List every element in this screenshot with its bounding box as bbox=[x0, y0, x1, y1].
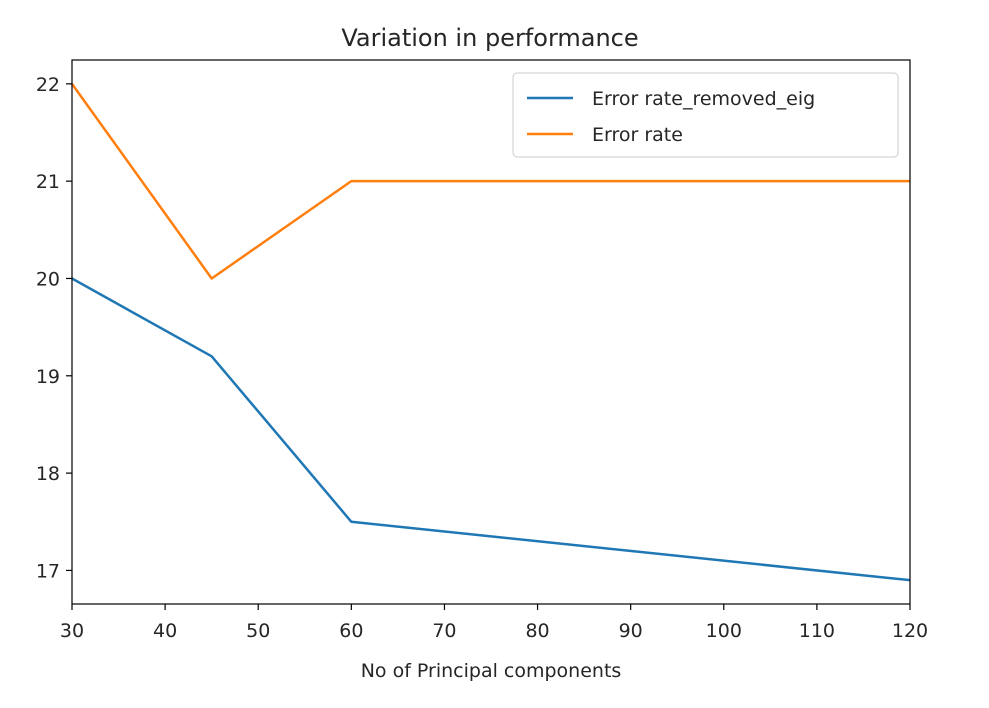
x-tick-label: 40 bbox=[153, 620, 177, 642]
x-tick-label: 80 bbox=[525, 620, 549, 642]
x-tick-label: 90 bbox=[619, 620, 643, 642]
y-tick-label: 21 bbox=[36, 171, 60, 193]
x-tick-label: 50 bbox=[246, 620, 270, 642]
x-axis-ticks: 30 40 50 60 70 80 90 100 110 120 bbox=[60, 604, 928, 642]
chart-title: Variation in performance bbox=[341, 24, 638, 52]
x-tick-label: 60 bbox=[339, 620, 363, 642]
series-line-error-rate bbox=[70, 83, 910, 280]
x-tick-label: 120 bbox=[892, 620, 928, 642]
legend-label-error-rate: Error rate bbox=[592, 124, 683, 146]
y-tick-label: 17 bbox=[36, 560, 60, 582]
y-axis-ticks: 17 18 19 20 21 22 bbox=[36, 74, 72, 582]
legend: Error rate_removed_eig Error rate bbox=[512, 72, 899, 158]
legend-label-error-rate-removed-eig: Error rate_removed_eig bbox=[592, 88, 815, 110]
x-tick-label: 100 bbox=[706, 620, 742, 642]
series-line-error-rate-removed-eig bbox=[71, 277, 911, 582]
legend-box bbox=[512, 72, 899, 158]
y-tick-label: 19 bbox=[36, 366, 60, 388]
plot-area bbox=[70, 83, 911, 582]
x-tick-label: 30 bbox=[60, 620, 84, 642]
y-tick-label: 22 bbox=[36, 74, 60, 96]
plot-frame bbox=[71, 59, 911, 605]
y-tick-label: 18 bbox=[36, 463, 60, 485]
x-axis-title: No of Principal components bbox=[361, 660, 622, 682]
x-tick-label: 110 bbox=[799, 620, 835, 642]
y-tick-label: 20 bbox=[36, 268, 60, 290]
x-tick-label: 70 bbox=[432, 620, 456, 642]
